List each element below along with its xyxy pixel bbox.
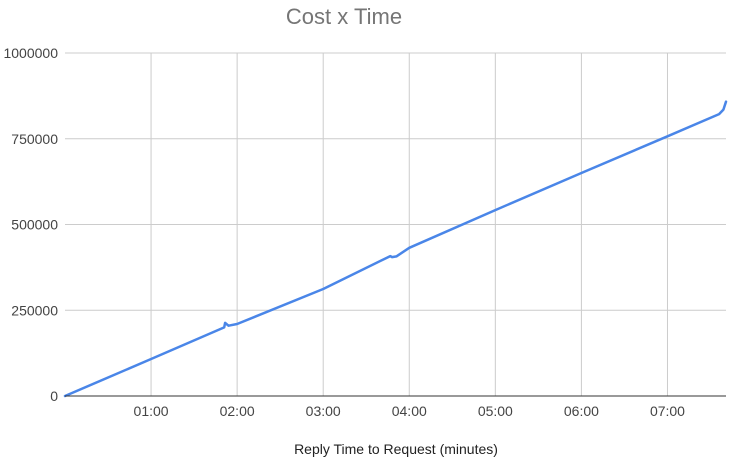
x-axis-title: Reply Time to Request (minutes) xyxy=(294,441,498,457)
chart-title: Cost x Time xyxy=(286,4,402,29)
x-tick-label: 04:00 xyxy=(392,403,427,419)
series-layer xyxy=(63,100,728,398)
x-tick-label: 05:00 xyxy=(478,403,513,419)
y-tick-label: 750000 xyxy=(11,131,58,147)
grid-layer xyxy=(65,52,726,396)
x-tick-label: 02:00 xyxy=(220,403,255,419)
x-tick-label: 03:00 xyxy=(306,403,341,419)
x-tick-label: 06:00 xyxy=(564,403,599,419)
series-line-0 xyxy=(63,100,728,398)
x-tick-label: 07:00 xyxy=(650,403,685,419)
y-tick-label: 500000 xyxy=(11,217,58,233)
y-tick-label: 1000000 xyxy=(3,45,58,61)
tick-layer: 0 250000 500000 750000 1000000 01:00 02:00 03:0… xyxy=(3,45,685,419)
x-tick-label: 01:00 xyxy=(134,403,169,419)
y-tick-label: 0 xyxy=(50,388,58,404)
y-tick-label: 250000 xyxy=(11,302,58,318)
